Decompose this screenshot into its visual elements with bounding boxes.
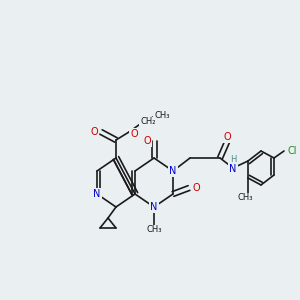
Text: Cl: Cl xyxy=(287,146,297,156)
Text: CH₂: CH₂ xyxy=(140,118,156,127)
Text: N: N xyxy=(229,164,237,174)
Text: CH₃: CH₃ xyxy=(154,110,170,119)
Text: O: O xyxy=(143,136,151,146)
Text: CH₃: CH₃ xyxy=(237,194,253,202)
Text: H: H xyxy=(230,155,236,164)
Text: N: N xyxy=(169,166,177,176)
Text: N: N xyxy=(150,202,158,212)
Text: O: O xyxy=(90,127,98,137)
Text: N: N xyxy=(93,189,101,199)
Text: CH₃: CH₃ xyxy=(146,226,162,235)
Text: O: O xyxy=(130,129,138,139)
Text: O: O xyxy=(192,183,200,193)
Text: O: O xyxy=(223,132,231,142)
